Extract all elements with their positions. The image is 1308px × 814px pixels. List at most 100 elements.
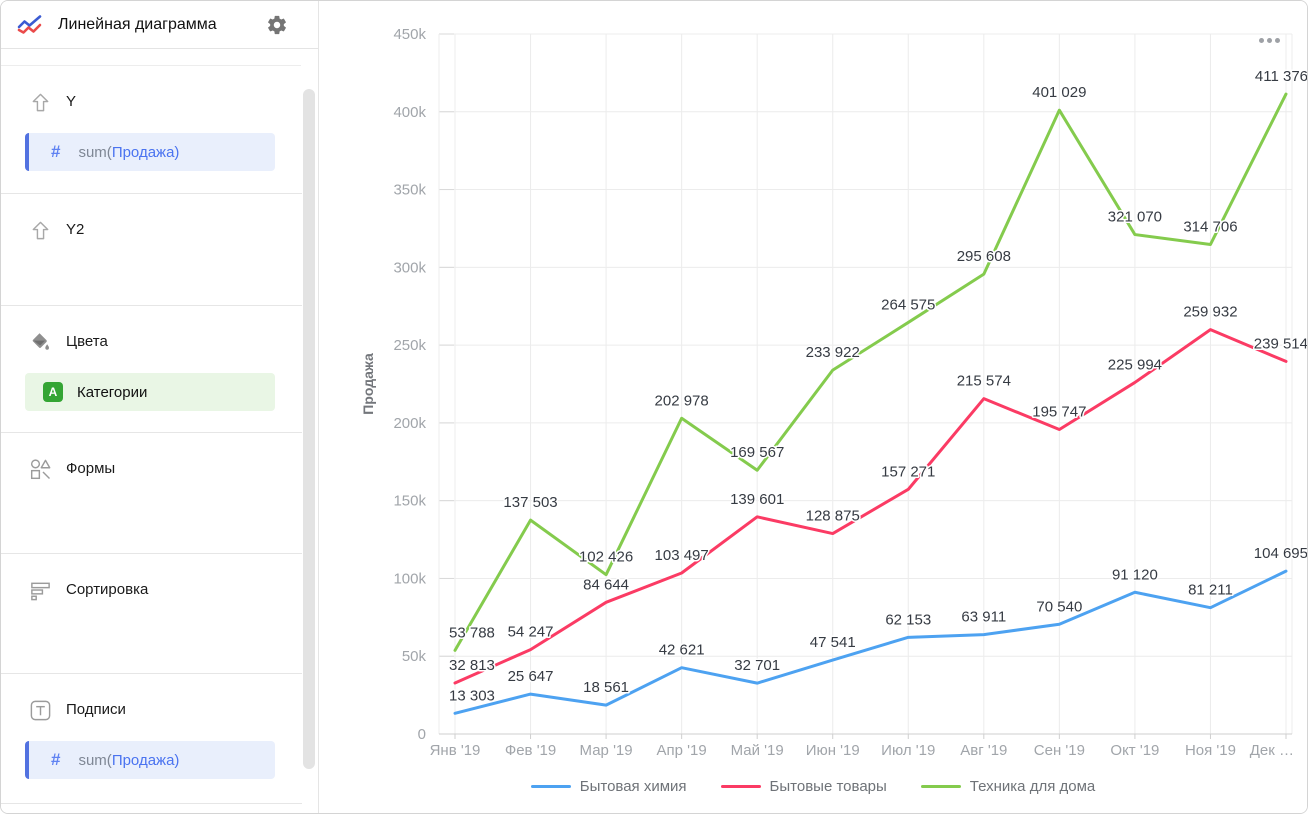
hash-icon: # [51,750,61,769]
svg-text:Янв '19: Янв '19 [430,742,481,759]
svg-text:150k: 150k [393,493,426,510]
section-shapes: Формы [1,433,302,554]
field-chip-text: sum(Продажа) [78,143,180,161]
section-colors-header: Цвета [28,330,302,354]
section-sort-header: Сортировка [28,578,302,602]
field-chip-label-measure[interactable]: # sum(Продажа) [25,741,275,779]
svg-text:321 070: 321 070 [1108,209,1162,226]
svg-text:401 029: 401 029 [1032,84,1086,101]
legend-label: Техника для дома [969,778,1096,795]
svg-text:0: 0 [418,726,426,743]
section-sort-label: Сортировка [66,581,149,598]
divider [1,49,301,66]
section-y-header: Y [28,90,302,114]
section-shapes-label: Формы [66,460,116,477]
svg-text:13 303: 13 303 [449,687,495,704]
sort-bars-icon [28,578,52,602]
svg-text:Сен '19: Сен '19 [1034,742,1085,759]
field-chip-color-dimension[interactable]: A Категории [25,373,275,411]
legend-marker [920,785,961,788]
svg-text:18 561: 18 561 [583,679,629,696]
settings-gear-button[interactable] [266,14,288,36]
svg-text:32 813: 32 813 [449,657,495,674]
chart-settings-sidebar: Линейная диаграмма Y # sum(Продажа) [1,1,318,813]
svg-text:54 247: 54 247 [508,624,554,641]
svg-text:84 644: 84 644 [583,576,629,593]
legend-label: Бытовые товары [769,778,887,795]
svg-text:Окт '19: Окт '19 [1110,742,1159,759]
svg-text:Мар '19: Мар '19 [580,742,633,759]
svg-text:314 706: 314 706 [1183,218,1237,235]
svg-text:200k: 200k [393,415,426,432]
field-chip-text: sum(Продажа) [78,751,180,769]
svg-text:70 540: 70 540 [1036,598,1082,615]
field-chip-y-measure[interactable]: # sum(Продажа) [25,133,275,171]
legend-label: Бытовая химия [579,778,687,795]
svg-text:259 932: 259 932 [1183,304,1237,321]
svg-text:250k: 250k [393,337,426,354]
svg-text:202 978: 202 978 [655,392,709,409]
svg-text:350k: 350k [393,182,426,199]
svg-text:233 922: 233 922 [806,344,860,361]
legend-item-1[interactable]: Бытовые товары [720,778,887,795]
svg-text:32 701: 32 701 [734,657,780,674]
svg-text:225 994: 225 994 [1108,356,1162,373]
svg-text:264 575: 264 575 [881,296,935,313]
svg-text:128 875: 128 875 [806,508,860,525]
chart-panel: 0 50k 100k 150k 200k 250k 300k 350k 400k 450k Янв … [318,1,1307,813]
line-chart-type-icon [17,13,43,37]
chart-type-title: Линейная диаграмма [58,15,217,33]
section-y2-label: Y2 [66,221,85,238]
section-colors-label: Цвета [66,333,108,350]
legend-item-0[interactable]: Бытовая химия [530,778,687,795]
line-chart: 0 50k 100k 150k 200k 250k 300k 350k 400k 450k Янв … [360,26,1308,759]
svg-text:100k: 100k [393,570,426,587]
section-labels-label: Подписи [66,701,126,718]
gear-icon [266,14,288,36]
section-labels: Подписи # sum(Продажа) [1,674,302,804]
svg-text:139 601: 139 601 [730,491,784,508]
field-chip-text: Категории [77,383,148,401]
svg-text:25 647: 25 647 [508,668,554,685]
svg-text:91 120: 91 120 [1112,566,1158,583]
svg-text:300k: 300k [393,259,426,276]
svg-text:103 497: 103 497 [655,547,709,564]
svg-text:Май '19: Май '19 [731,742,784,759]
svg-text:Апр '19: Апр '19 [657,742,707,759]
sidebar-scrollbar[interactable] [303,89,315,769]
svg-text:104 695: 104 695 [1254,545,1308,562]
section-sort: Сортировка [1,554,302,674]
svg-text:411 376: 411 376 [1255,68,1308,85]
svg-text:137 503: 137 503 [503,494,557,511]
ellipsis-icon [1259,37,1280,43]
svg-text:Продажа: Продажа [360,353,376,415]
chart-menu-button[interactable] [1259,33,1285,47]
svg-text:450k: 450k [393,26,426,43]
dimension-a-badge-icon: A [43,382,63,402]
shapes-icon [28,457,52,481]
svg-text:169 567: 169 567 [730,444,784,461]
legend-marker [530,785,571,788]
svg-text:215 574: 215 574 [957,373,1011,390]
svg-text:Июн '19: Июн '19 [806,742,860,759]
legend-marker [720,785,761,788]
arrow-up-icon [28,218,52,242]
svg-text:53 788: 53 788 [449,624,495,641]
svg-text:47 541: 47 541 [810,634,856,651]
sidebar-header: Линейная диаграмма [1,1,318,49]
section-y-label: Y [66,93,77,110]
chart-legend: Бытовая химия Бытовые товары Техника для д… [319,778,1307,795]
legend-item-2[interactable]: Техника для дома [920,778,1096,795]
svg-text:Фев '19: Фев '19 [505,742,556,759]
svg-text:195 747: 195 747 [1032,404,1086,421]
svg-text:295 608: 295 608 [957,248,1011,265]
svg-text:Ноя '19: Ноя '19 [1185,742,1236,759]
hash-icon: # [51,142,61,161]
svg-text:239 514: 239 514 [1254,335,1308,352]
section-y2: Y2 [1,194,302,306]
section-y2-header: Y2 [28,218,302,242]
text-label-icon [28,698,52,722]
svg-text:63 911: 63 911 [961,609,1006,626]
svg-text:81 211: 81 211 [1188,582,1233,599]
